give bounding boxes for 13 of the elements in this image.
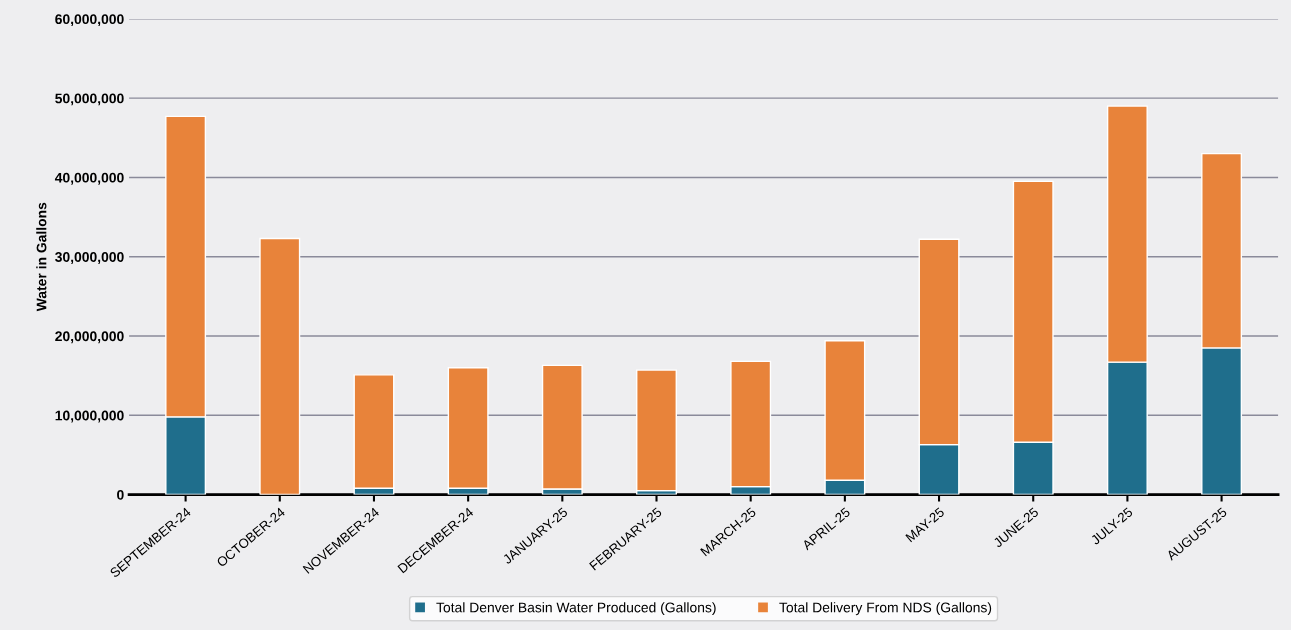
bar	[541, 364, 583, 490]
y-tick-label: 20,000,000	[55, 331, 124, 344]
bar	[636, 369, 677, 492]
legend-label: Total Denver Basin Water Produced (Gallons)	[436, 602, 716, 616]
y-tick-label: 40,000,000	[54, 172, 124, 185]
y-axis-title: Water in Gallons	[36, 202, 47, 312]
y-tick-label: 60,000,000	[55, 14, 124, 27]
legend-label: Total Delivery From NDS (Gallons)	[779, 602, 992, 616]
bar	[259, 237, 301, 495]
y-tick-label: 0	[117, 489, 124, 500]
y-tick-label: 50,000,000	[55, 93, 124, 106]
y-tick-label: 30,000,000	[55, 252, 124, 264]
y-tick-label: 10,000,000	[55, 410, 124, 423]
